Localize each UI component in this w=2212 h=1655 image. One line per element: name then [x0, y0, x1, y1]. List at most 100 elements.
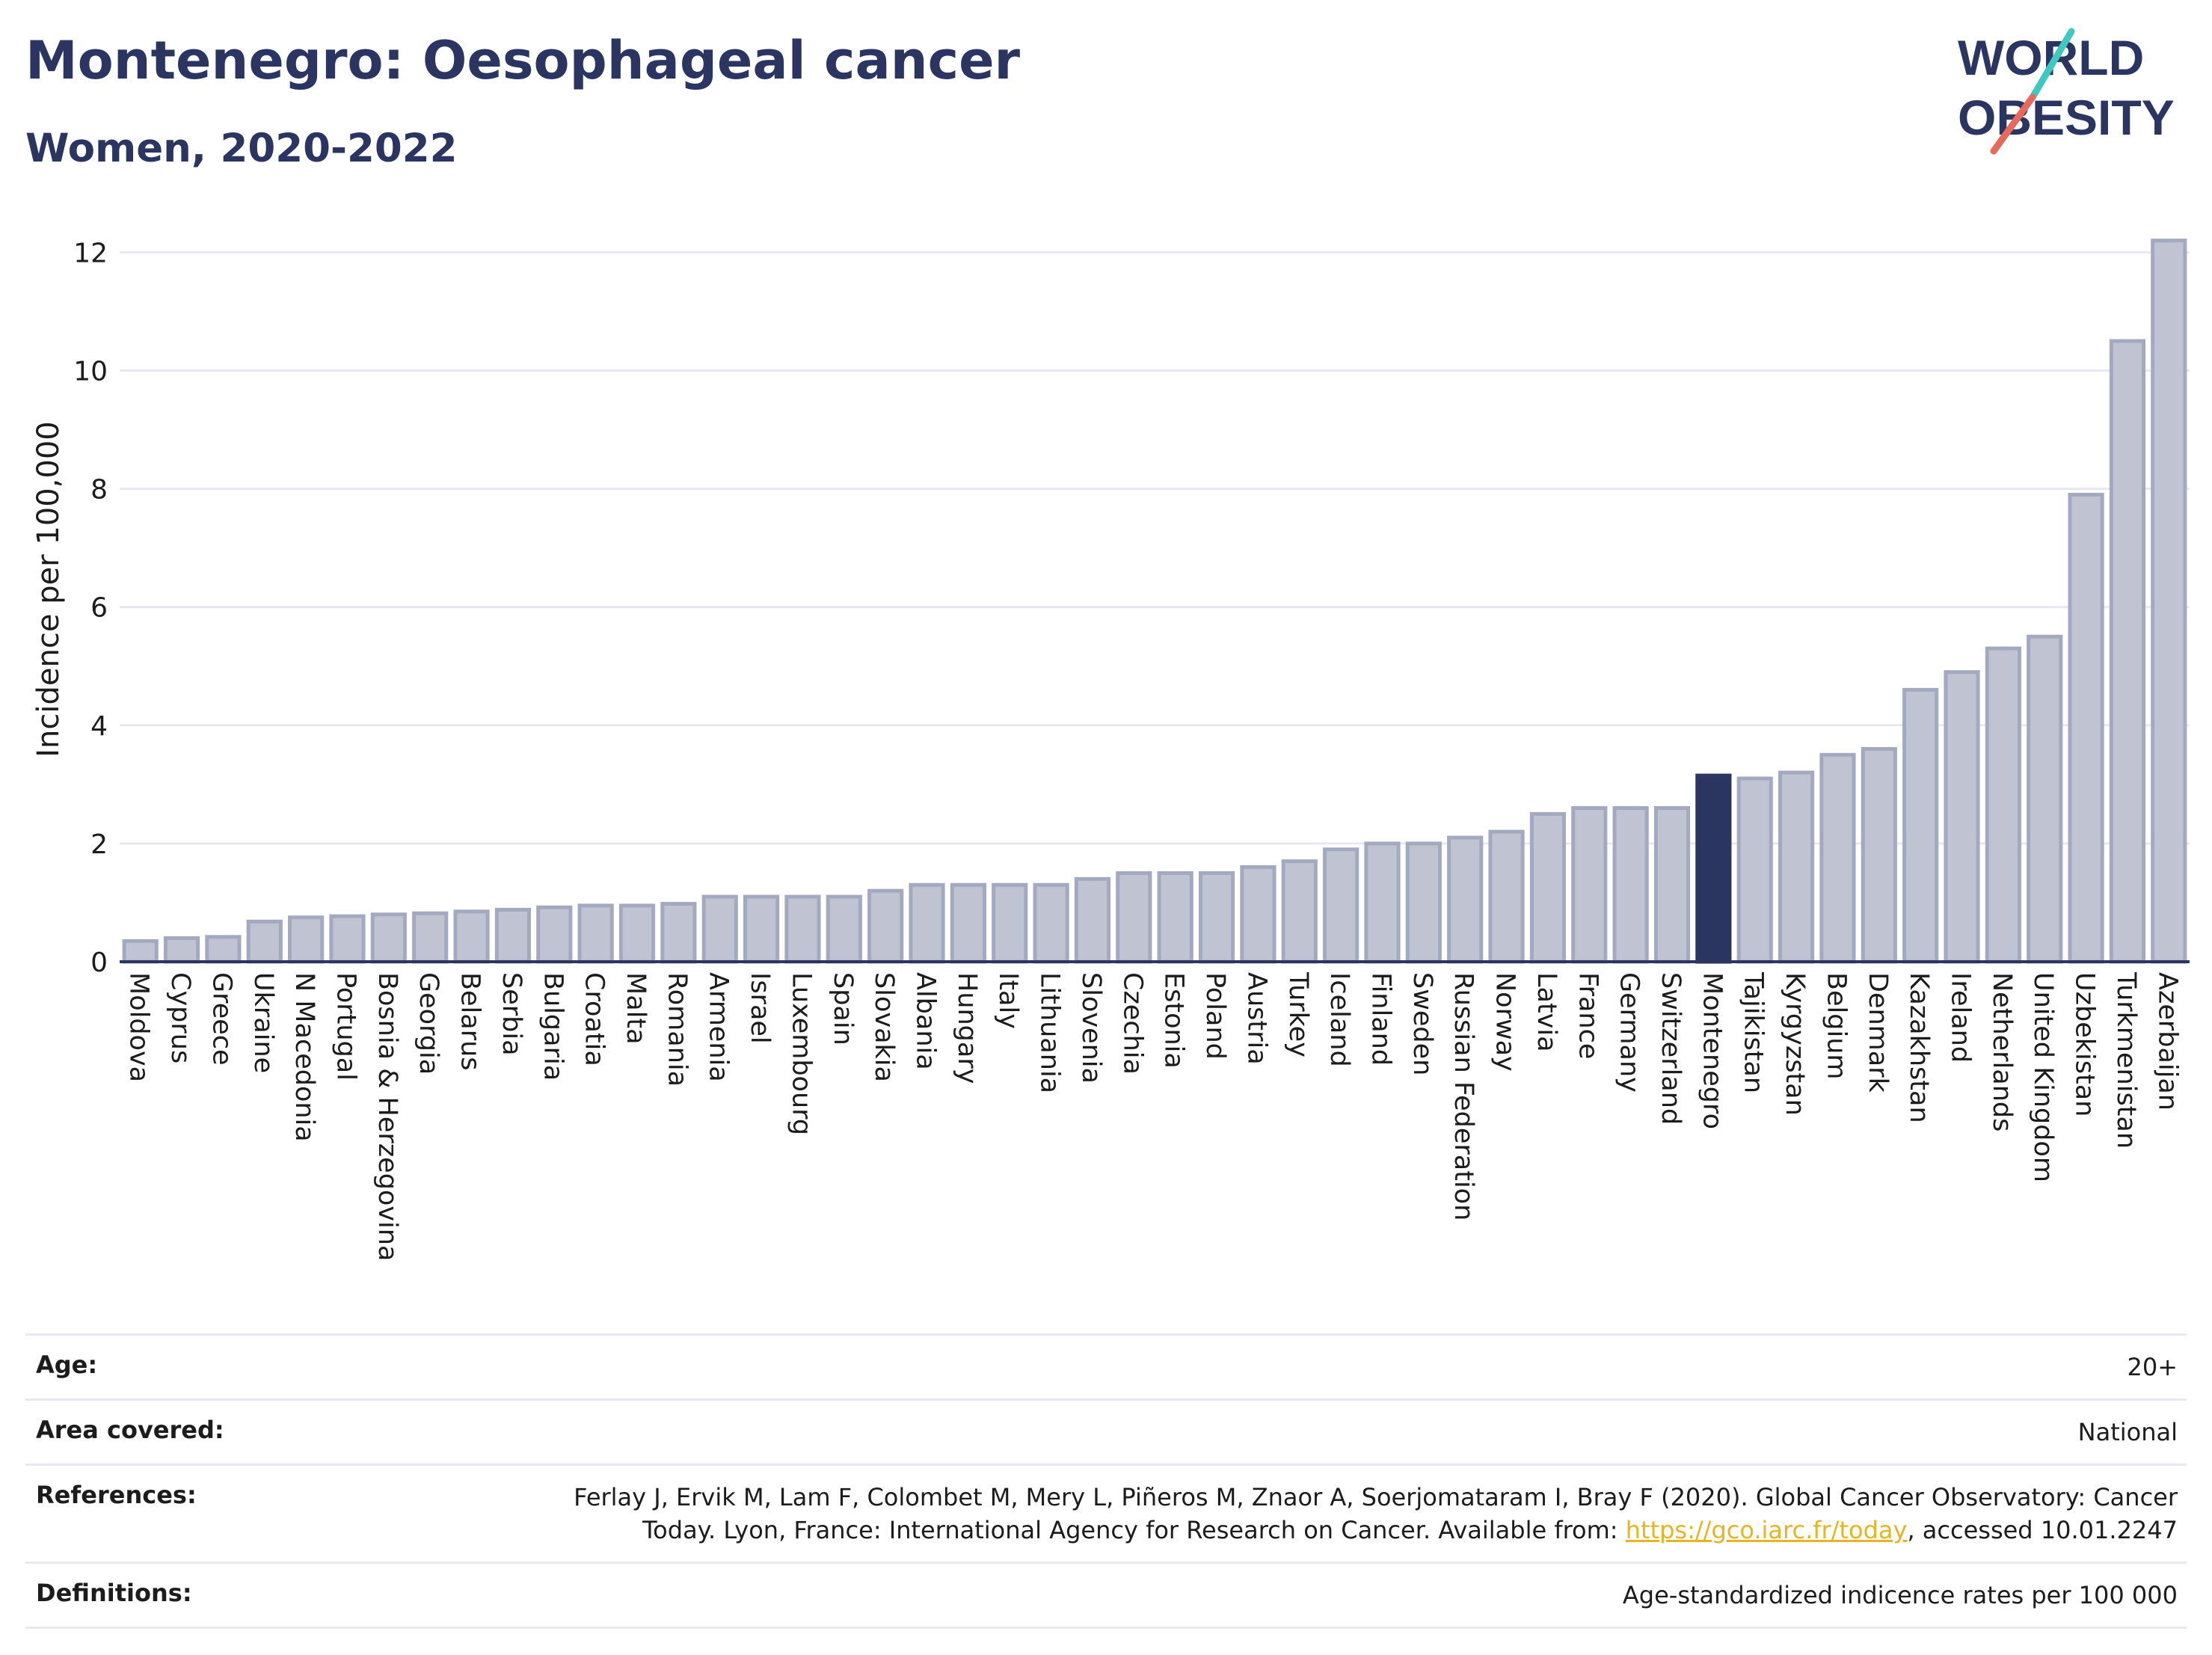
references-line2-prefix: Today. Lyon, France: International Agenc… [642, 1516, 1626, 1544]
bar [1861, 746, 1897, 964]
y-axis-label: Incidence per 100,000 [31, 421, 66, 758]
age-label: Age: [36, 1351, 98, 1379]
x-tick-label: Iceland [1324, 972, 1354, 1067]
references-value: Ferlay J, Ervik M, Lam F, Colombet M, Me… [574, 1481, 2178, 1547]
y-tick-label: 6 [90, 593, 108, 624]
x-tick-label: Tajikistan [1739, 971, 1769, 1093]
x-tick-label: Switzerland [1656, 972, 1686, 1125]
x-tick-label: Romania [662, 972, 692, 1087]
x-tick-label: Ireland [1946, 972, 1976, 1063]
meta-row-references: References: Ferlay J, Ervik M, Lam F, Co… [25, 1464, 2187, 1562]
x-tick-label: Azerbaijan [2152, 972, 2182, 1111]
references-line2-suffix: , accessed 10.01.2247 [1907, 1516, 2178, 1544]
bar [2109, 339, 2146, 964]
bar [536, 905, 573, 964]
bar [701, 894, 738, 964]
x-tick-label: Russian Federation [1448, 972, 1478, 1220]
x-tick-label: Luxembourg [786, 972, 816, 1135]
bar [992, 882, 1028, 964]
chart-title: Montenegro: Oesophageal cancer [25, 30, 1021, 91]
x-tick-label: Hungary [952, 972, 982, 1084]
bar [1944, 670, 1980, 964]
x-tick-label: Malta [621, 972, 651, 1045]
x-tick-label: Czechia [1117, 972, 1147, 1075]
x-tick-label: Austria [1241, 972, 1271, 1065]
x-tick-label: Spain [828, 972, 858, 1045]
world-obesity-logo: WORLD OBESITY [1958, 28, 2175, 155]
x-tick-label: Kyrgyzstan [1780, 972, 1810, 1116]
meta-row-area: Area covered: National [25, 1398, 2187, 1464]
x-tick-label: Lithuania [1035, 972, 1065, 1093]
x-tick-label: Serbia [497, 972, 526, 1056]
logo-line1: WORLD [1958, 30, 2144, 85]
x-tick-label: Italy [993, 972, 1023, 1029]
bar [370, 912, 407, 964]
meta-row-definitions: Definitions: Age-standardized indicence … [25, 1562, 2187, 1629]
definitions-value: Age-standardized indicence rates per 100… [1622, 1581, 2178, 1609]
bar [826, 894, 862, 964]
bar [784, 894, 821, 964]
bar-chart: 0 2 4 6 8 10 12 Incidence per 100,000 Moldova Cyp… [31, 238, 2190, 1261]
bar-highlight [1695, 773, 1732, 964]
x-tick-label: Latvia [1531, 972, 1561, 1052]
logo-slash-teal [2029, 28, 2075, 101]
references-link[interactable]: https://gco.iarc.fr/today [1625, 1516, 1908, 1544]
x-tick-label: Turkey [1283, 971, 1313, 1057]
bar [2068, 493, 2104, 964]
x-tick-label: Georgia [414, 972, 443, 1075]
x-tick-label: Portugal [331, 972, 360, 1081]
bar [1323, 847, 1360, 964]
bar [412, 911, 449, 964]
chart-subtitle: Women, 2020-2022 [25, 126, 458, 171]
logo-line2: OBESITY [1958, 90, 2175, 145]
x-tick-label: France [1573, 972, 1603, 1059]
x-tick-label: Croatia [580, 972, 609, 1066]
bar [494, 907, 532, 964]
bar [288, 915, 325, 964]
bar [246, 919, 283, 964]
x-tick-label: Germany [1615, 972, 1644, 1093]
bar [743, 894, 780, 964]
bar [1157, 871, 1193, 964]
bar [1116, 871, 1152, 964]
y-tick-label: 10 [73, 357, 108, 387]
x-tick-label: Belarus [455, 972, 485, 1071]
x-tick-label: Ukraine [248, 972, 278, 1073]
x-tick-label: Netherlands [1987, 972, 2017, 1132]
x-tick-label: Finland [1365, 972, 1395, 1066]
bar [2151, 239, 2187, 964]
bar [163, 936, 200, 964]
meta-row-age: Age: 20+ [25, 1333, 2187, 1398]
x-tick-label: Uzbekistan [2070, 972, 2100, 1117]
x-tick-label: Greece [206, 972, 236, 1066]
bar [1488, 829, 1525, 964]
bar [1281, 859, 1318, 964]
bar [1405, 841, 1442, 964]
bar [660, 902, 697, 964]
bar [577, 903, 614, 964]
references-label: References: [36, 1481, 197, 1509]
x-tick-label: Albania [911, 972, 941, 1070]
bar [329, 914, 366, 964]
y-tick-label: 0 [90, 948, 108, 978]
y-tick-label: 8 [90, 475, 108, 506]
bar [909, 882, 945, 964]
x-tick-label: Estonia [1159, 972, 1189, 1069]
x-tick-label: United Kingdom [2028, 972, 2058, 1182]
bar [1033, 882, 1069, 964]
x-tick-label: Kazakhstan [1904, 972, 1934, 1123]
x-tick-label: Montenegro [1697, 972, 1727, 1129]
bar [2027, 634, 2063, 964]
bar [867, 888, 904, 964]
x-tick-label: Bulgaria [538, 972, 568, 1081]
bar [1902, 687, 1939, 964]
bar [1074, 876, 1111, 964]
bar [618, 903, 656, 964]
x-tick-label: Bosnia & Herzegovina [372, 972, 402, 1261]
bar [1364, 841, 1401, 964]
definitions-label: Definitions: [36, 1579, 192, 1607]
meta-table: Age: 20+ Area covered: National Referenc… [25, 1333, 2187, 1629]
bar [950, 882, 986, 964]
bar [1529, 811, 1567, 964]
x-tick-label: Cyprus [165, 972, 195, 1063]
